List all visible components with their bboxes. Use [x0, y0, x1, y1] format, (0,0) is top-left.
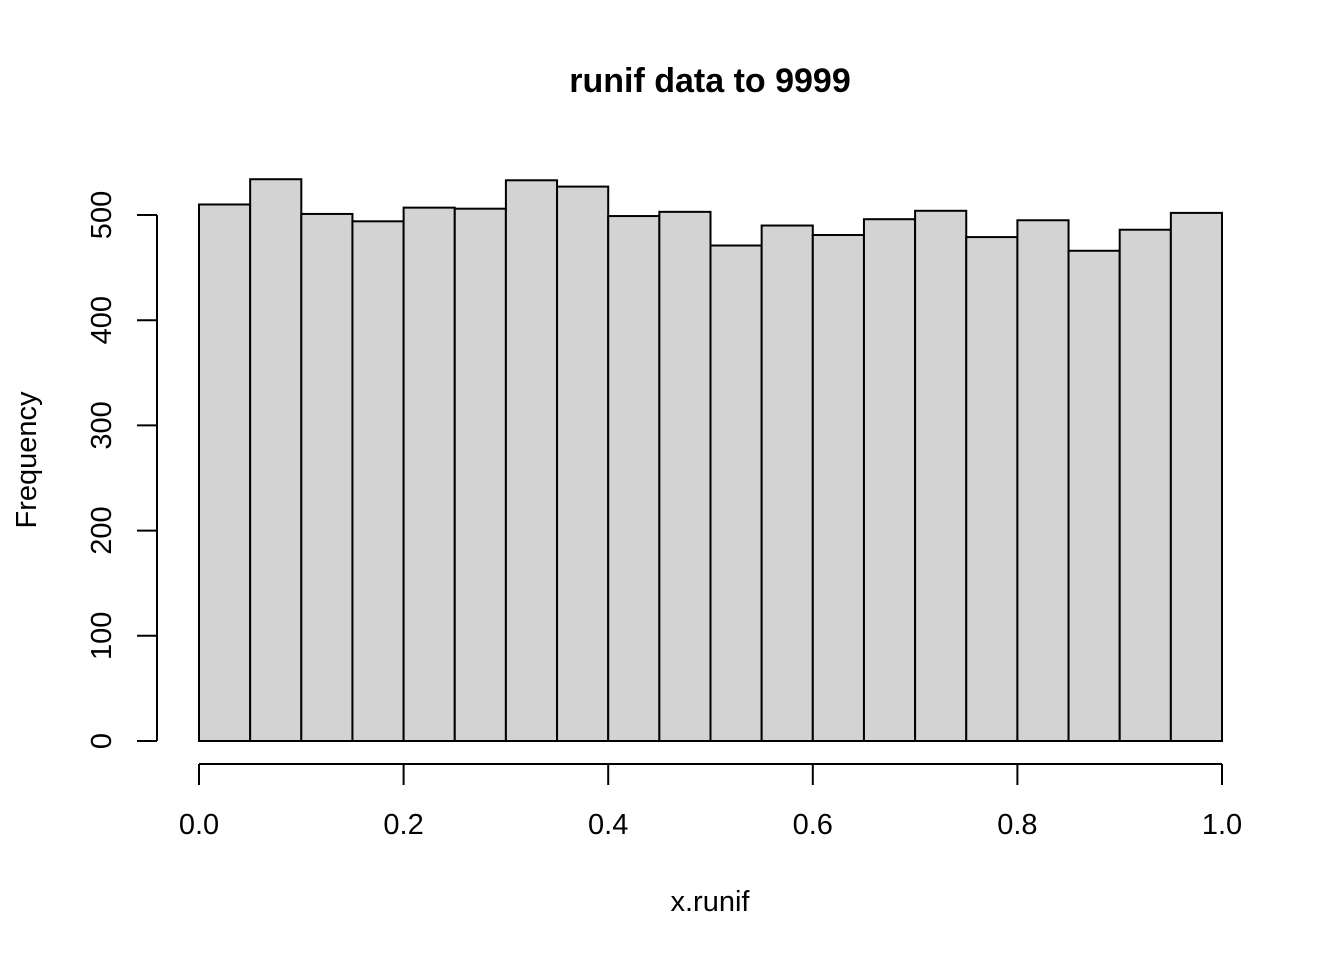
y-axis-label: Frequency — [11, 391, 43, 529]
y-tick-label: 300 — [86, 401, 118, 449]
y-tick-label: 0 — [86, 733, 118, 749]
histogram-bar — [351, 220, 405, 742]
histogram-bar — [965, 236, 1019, 742]
y-tick-label: 100 — [86, 612, 118, 660]
histogram-bar — [1067, 249, 1121, 742]
histogram-bar — [709, 244, 763, 742]
histogram-bar — [760, 224, 814, 742]
bars-group — [198, 178, 1223, 743]
y-axis: 0 100 200 300 400 500 — [86, 191, 158, 749]
histogram-bar — [300, 212, 354, 742]
x-axis: 0.0 0.2 0.4 0.6 0.8 1.0 — [179, 763, 1242, 841]
histogram-bar — [504, 179, 559, 742]
x-tick-label: 1.0 — [1202, 809, 1242, 841]
histogram-bar — [1169, 211, 1223, 742]
histogram-bar — [607, 215, 661, 742]
histogram-bar — [556, 185, 610, 742]
histogram-bar — [862, 218, 917, 742]
y-tick-label: 500 — [86, 191, 118, 239]
x-tick-label: 0.4 — [588, 809, 628, 841]
histogram-bar — [811, 233, 865, 742]
histogram-bar — [453, 207, 507, 743]
x-tick-label: 0.8 — [997, 809, 1037, 841]
y-tick-label: 200 — [86, 506, 118, 554]
x-tick-label: 0.2 — [383, 809, 423, 841]
histogram-bar — [402, 206, 456, 743]
histogram-bar — [914, 209, 968, 743]
x-axis-label: x.runif — [671, 886, 751, 918]
histogram-bar — [198, 203, 252, 743]
histogram-bar — [1118, 228, 1172, 742]
histogram-bar — [658, 210, 712, 742]
y-tick-label: 400 — [86, 296, 118, 344]
histogram-bar — [249, 178, 303, 742]
chart-title: runif data to 9999 — [569, 62, 851, 100]
x-tick-label: 0.6 — [793, 809, 833, 841]
histogram-bar — [1016, 219, 1070, 742]
x-tick-label: 0.0 — [179, 809, 219, 841]
